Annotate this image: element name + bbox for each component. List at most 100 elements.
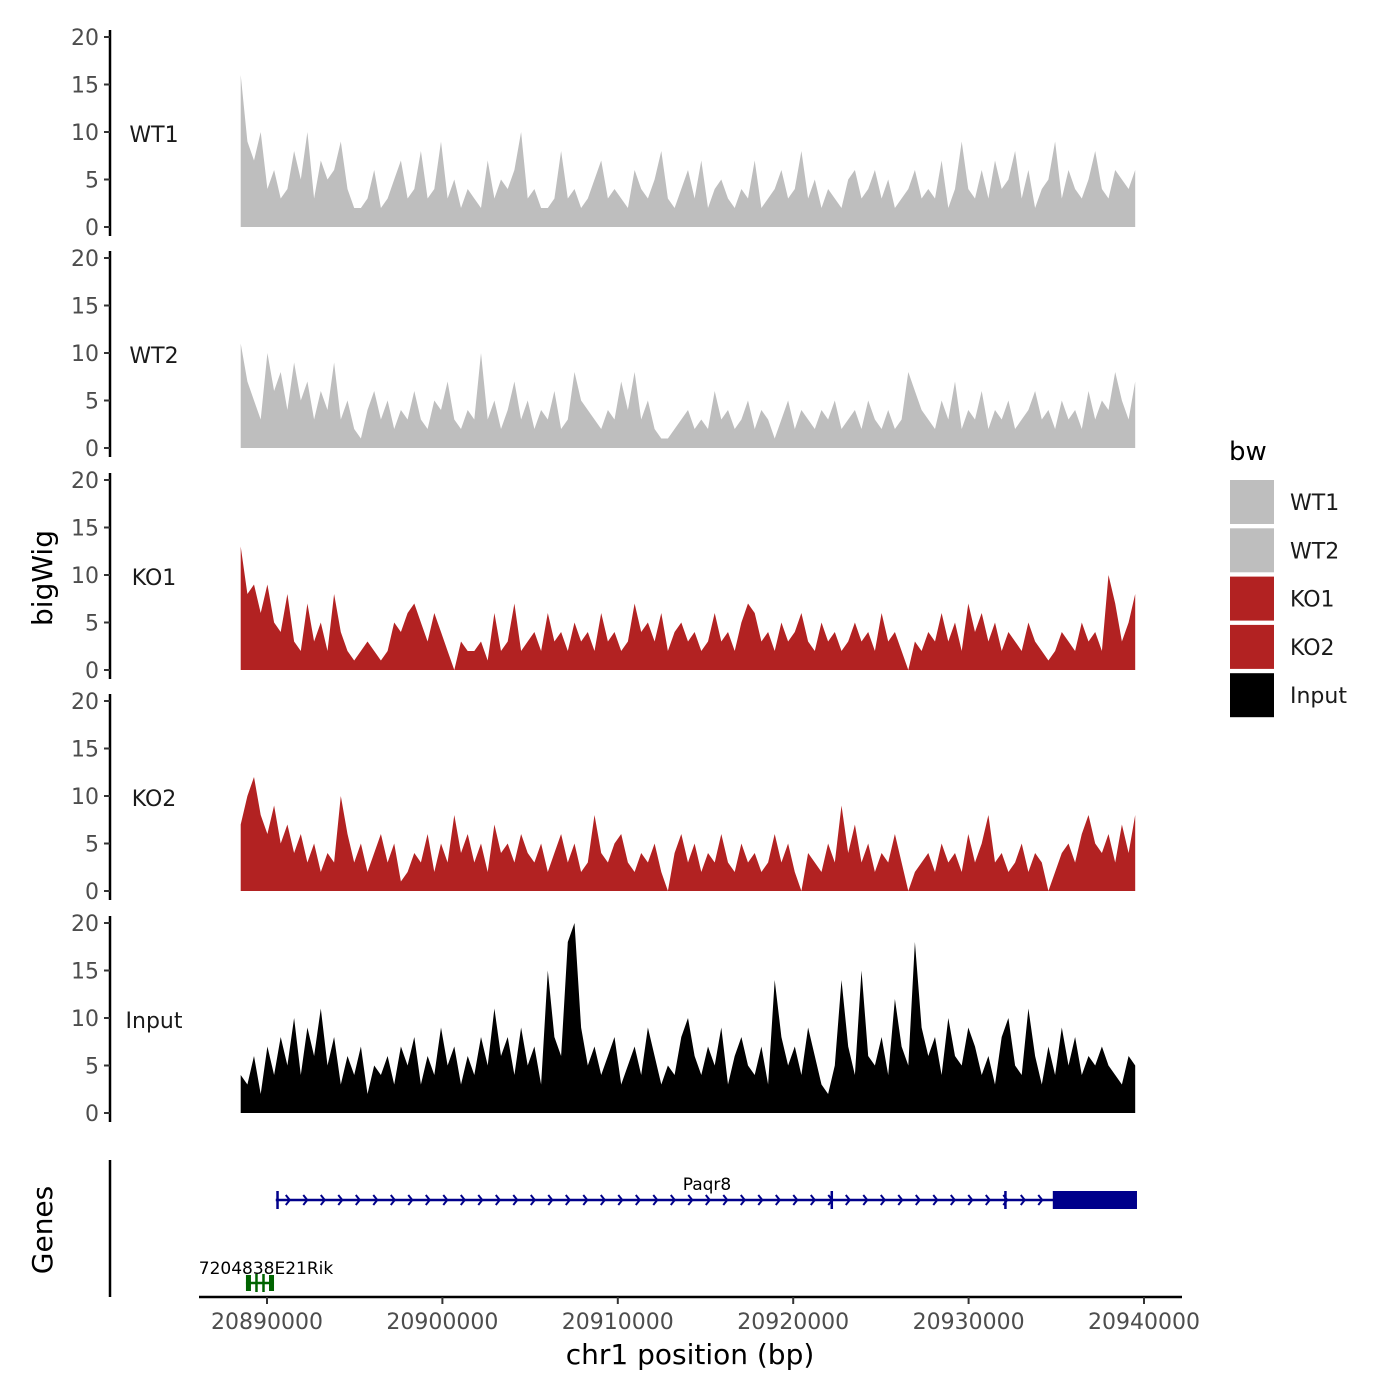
x-tick-label: 20890000 — [211, 1310, 323, 1335]
legend-label-wt1: WT1 — [1290, 491, 1339, 516]
coverage-area-wt2 — [240, 343, 1136, 448]
legend-label-input: Input — [1290, 684, 1347, 709]
track-wt2: 0 5 10 15 20 WT2 — [71, 247, 1136, 462]
legend-swatch-input — [1230, 673, 1274, 718]
track-label-input: Input — [126, 1009, 183, 1034]
strand-arrow — [792, 1194, 799, 1206]
gene-7204838e21rik: 7204838E21Rik — [199, 1259, 334, 1292]
y-tick-label: 15 — [71, 517, 99, 542]
x-tick-label: 20900000 — [386, 1310, 498, 1335]
legend-title: bw — [1229, 437, 1267, 467]
y-tick-label: 20 — [71, 690, 99, 715]
strand-arrow — [424, 1194, 432, 1206]
track-label-ko2: KO2 — [132, 787, 177, 812]
strand-arrow — [634, 1194, 642, 1206]
strand-arrow — [284, 1194, 292, 1206]
y-tick-label: 10 — [71, 121, 99, 146]
legend-label-wt2: WT2 — [1290, 539, 1339, 564]
y-tick-label: 15 — [71, 295, 99, 320]
strand-arrow — [949, 1194, 957, 1206]
track-input: 0 5 10 15 20 Input — [71, 912, 1136, 1127]
y-tick-label: 5 — [85, 1055, 99, 1080]
strand-arrow — [757, 1194, 764, 1206]
y-tick-label: 0 — [85, 880, 99, 905]
strand-arrow — [739, 1194, 747, 1206]
legend-swatch-wt2 — [1230, 528, 1274, 573]
x-tick-label: 20920000 — [737, 1310, 849, 1335]
y-tick-label: 0 — [85, 1102, 99, 1127]
strand-arrow — [354, 1194, 362, 1206]
gene-exon-block — [1052, 1191, 1137, 1209]
strand-arrow — [669, 1194, 677, 1206]
strand-arrow — [494, 1194, 502, 1206]
strand-arrow — [389, 1194, 397, 1206]
track-label-ko1: KO1 — [132, 566, 177, 591]
strand-arrow — [774, 1194, 782, 1206]
y-tick-label: 5 — [85, 612, 99, 637]
y-tick-label: 20 — [71, 26, 99, 51]
strand-arrow — [582, 1194, 589, 1206]
y-tick-label: 15 — [71, 960, 99, 985]
x-axis-title: chr1 position (bp) — [566, 1338, 815, 1371]
strand-arrow — [599, 1194, 607, 1206]
coverage-area-ko2 — [240, 777, 1136, 891]
strand-arrow — [477, 1194, 484, 1206]
strand-arrow — [897, 1194, 904, 1206]
strand-arrow — [844, 1194, 852, 1206]
y-tick-label: 0 — [85, 659, 99, 684]
y-tick-label: 10 — [71, 1007, 99, 1032]
y-tick-label: 5 — [85, 169, 99, 194]
gene-track-panel: Paqr8 7204838E21Rik — [108, 1160, 1137, 1297]
strand-arrow — [1037, 1194, 1044, 1206]
strand-arrow — [442, 1194, 449, 1206]
strand-arrow — [547, 1194, 554, 1206]
y-tick-label: 0 — [85, 216, 99, 241]
strand-arrow — [564, 1194, 572, 1206]
track-wt1: 0 5 10 15 20 WT1 — [71, 26, 1136, 241]
gene-paqr8: Paqr8 — [275, 1175, 1137, 1209]
y-tick-label: 20 — [71, 912, 99, 937]
strand-arrow — [862, 1194, 869, 1206]
y-tick-label: 20 — [71, 247, 99, 272]
genes-axis-title: Genes — [26, 1186, 59, 1274]
strand-arrow — [932, 1194, 939, 1206]
y-tick-label: 15 — [71, 74, 99, 99]
gene-label: 7204838E21Rik — [199, 1259, 334, 1279]
strand-arrow — [704, 1194, 712, 1206]
coverage-area-input — [240, 923, 1136, 1113]
strand-arrow — [652, 1194, 659, 1206]
strand-arrow — [879, 1194, 887, 1206]
y-tick-label: 5 — [85, 833, 99, 858]
y-tick-label: 0 — [85, 437, 99, 462]
legend-label-ko1: KO1 — [1290, 588, 1335, 613]
gene-exon-block — [245, 1275, 251, 1291]
strand-arrow — [337, 1194, 344, 1206]
strand-arrow — [617, 1194, 624, 1206]
gene-label: Paqr8 — [683, 1175, 732, 1195]
legend-label-ko2: KO2 — [1290, 636, 1335, 661]
gene-exon-block — [269, 1275, 275, 1291]
x-tick-label: 20940000 — [1088, 1310, 1200, 1335]
coverage-area-wt1 — [240, 75, 1136, 227]
y-axis-title: bigWig — [26, 530, 59, 626]
strand-arrow — [407, 1194, 414, 1206]
x-tick-label: 20930000 — [913, 1310, 1025, 1335]
y-tick-label: 10 — [71, 785, 99, 810]
strand-arrow — [722, 1194, 729, 1206]
legend-swatch-ko1 — [1230, 576, 1274, 621]
strand-arrow — [372, 1194, 379, 1206]
strand-arrow — [984, 1194, 992, 1206]
strand-arrow — [529, 1194, 537, 1206]
strand-arrow — [302, 1194, 309, 1206]
legend-swatch-wt1 — [1230, 480, 1274, 524]
y-tick-label: 15 — [71, 738, 99, 763]
strand-arrow — [967, 1194, 974, 1206]
y-tick-label: 10 — [71, 564, 99, 589]
track-label-wt2: WT2 — [129, 344, 178, 369]
legend: bw WT1 WT2 KO1 KO2 Input — [1229, 437, 1347, 718]
strand-arrow — [809, 1194, 817, 1206]
strand-arrow — [459, 1194, 467, 1206]
y-tick-label: 10 — [71, 342, 99, 367]
track-ko2: 0 5 10 15 20 KO2 — [71, 690, 1136, 905]
